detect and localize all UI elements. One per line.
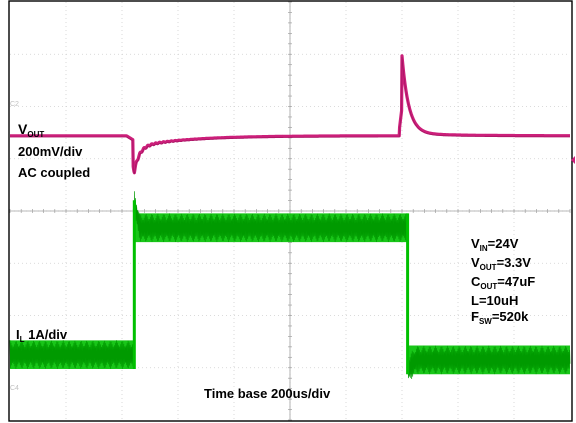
il-label: IL 1A/div bbox=[16, 328, 67, 344]
vout-scale-label: 200mV/div bbox=[18, 144, 83, 159]
test-conditions: VIN=24V VOUT=3.3V COUT=47uF L=10uH FSW=5… bbox=[471, 237, 535, 329]
condition-fsw: FSW=520k bbox=[471, 309, 529, 326]
channel-marker-c4: C4 bbox=[10, 385, 19, 392]
condition-vin: VIN=24V bbox=[471, 236, 519, 253]
il-label-sub: L bbox=[19, 335, 25, 344]
inductor-current-trace bbox=[9, 191, 571, 380]
output-voltage-trace-detail bbox=[10, 56, 570, 175]
vout-label: VOUT bbox=[18, 122, 44, 139]
trigger-marker bbox=[571, 156, 575, 164]
vout-label-main: V bbox=[18, 121, 28, 137]
condition-vout: VOUT=3.3V bbox=[471, 255, 531, 272]
plot-frame bbox=[8, 0, 573, 422]
vout-label-sub: OUT bbox=[27, 130, 45, 139]
timebase-label: Time base 200us/div bbox=[204, 386, 331, 401]
channel-marker-c2: C2 bbox=[10, 101, 19, 108]
condition-l: L=10uH bbox=[471, 293, 519, 308]
condition-cout: COUT=47uF bbox=[471, 274, 536, 291]
vout-coupling-label: AC coupled bbox=[18, 165, 91, 180]
il-label-main: I bbox=[16, 327, 20, 342]
traces bbox=[8, 54, 572, 380]
output-voltage-trace bbox=[8, 54, 572, 175]
il-scale-label: 1A/div bbox=[28, 327, 68, 342]
